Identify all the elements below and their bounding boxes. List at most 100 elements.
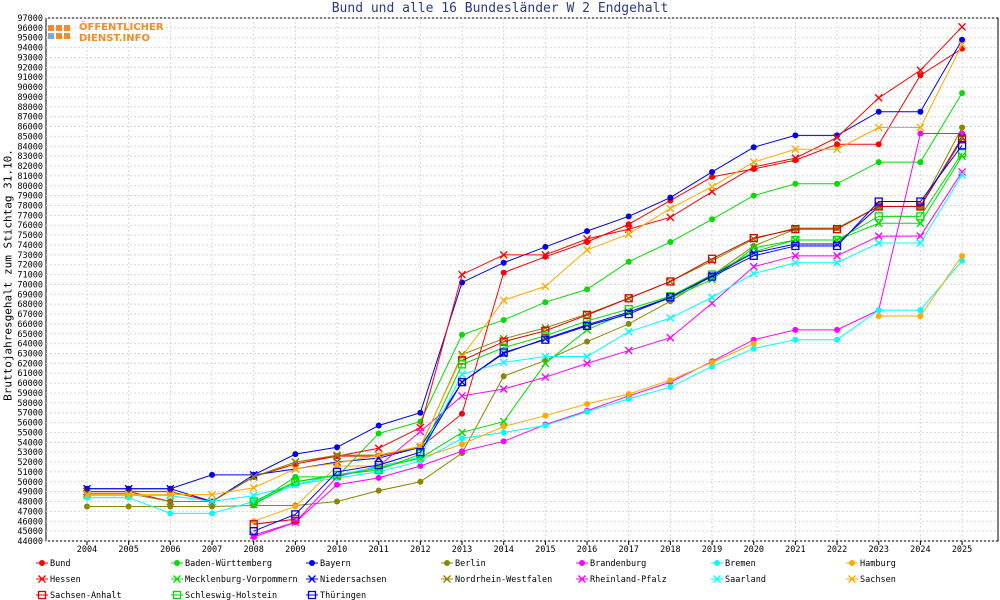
y-tick-label: 67000 [17,310,43,320]
point-bayern [292,451,299,458]
y-tick-label: 62000 [17,359,43,369]
point-bayern [792,132,799,139]
point-bayern [209,471,216,478]
point-hamburg [750,340,757,347]
point-bayern [959,36,966,43]
point-rheinland-pfalz [499,385,508,394]
point-baden-w-rttemberg [542,299,549,306]
point-hamburg [625,390,632,397]
x-tick-label: 2024 [910,545,930,555]
x-tick-label: 2015 [535,545,555,555]
point-th-ringen [666,293,675,302]
point-berlin [584,338,591,345]
legend-label-bund: Bund [50,559,70,569]
y-tick-label: 79000 [17,192,43,202]
point-brandenburg [834,326,841,333]
point-saarland [749,269,758,278]
point-hamburg [959,252,966,259]
point-baden-w-rttemberg [834,180,841,187]
point-rheinland-pfalz [416,427,425,436]
y-tick-label: 81000 [17,172,43,182]
legend-label-berlin: Berlin [455,559,486,569]
point-rheinland-pfalz [541,373,550,382]
legend-marker-mecklenburg-vorpommern [173,575,181,583]
point-bayern [917,108,924,115]
series-line-schleswig-holstein [253,152,963,502]
point-baden-w-rttemberg [584,286,591,293]
point-bayern [375,422,382,429]
x-tick-label: 2013 [452,545,472,555]
point-bremen [542,422,549,429]
point-sachsen [166,490,175,499]
y-tick-label: 77000 [17,211,43,221]
point-hessen [499,250,508,259]
point-rheinland-pfalz [958,167,967,176]
y-tick-label: 72000 [17,261,43,271]
point-baden-w-rttemberg [959,89,966,96]
point-sachsen [666,204,675,213]
point-rheinland-pfalz [624,346,633,355]
logo-line-1: ÖFFENTLICHER [79,22,164,33]
point-saarland [708,293,717,302]
point-mecklenburg-vorpommern [874,219,883,228]
y-tick-label: 53000 [17,448,43,458]
legend-marker-baden-w-rttemberg [174,560,180,566]
point-hamburg [875,313,882,320]
point-sachsen [624,230,633,239]
y-tick-label: 54000 [17,438,43,448]
point-nordrhein-westfalen [333,451,342,460]
point-baden-w-rttemberg [792,180,799,187]
point-bund [709,173,716,180]
legend-label-bremen: Bremen [725,559,756,569]
point-bayern [417,409,424,416]
point-saarland [833,258,842,267]
legend-label-hessen: Hessen [50,575,81,585]
point-sachsen-anhalt [874,202,883,211]
point-bremen [584,408,591,415]
point-berlin [84,503,90,510]
legend-marker-berlin [444,560,450,566]
point-th-ringen [957,141,967,150]
point-sachsen-anhalt [582,310,592,320]
point-berlin [625,320,632,327]
y-tick-label: 45000 [17,527,43,537]
point-th-ringen [541,335,550,344]
point-hessen [458,270,467,279]
plot-frame [45,17,999,542]
point-saarland [791,258,800,267]
point-sachsen [874,123,883,132]
x-tick-label: 2010 [327,545,347,555]
y-tick-label: 94000 [17,44,43,54]
point-baden-w-rttemberg [459,331,466,338]
y-tick-label: 65000 [17,330,43,340]
point-rheinland-pfalz [708,299,717,308]
point-sachsen [249,483,258,492]
point-saarland [624,327,633,336]
point-rheinland-pfalz [833,251,842,260]
y-tick-label: 86000 [17,123,43,133]
point-sachsen [583,245,592,254]
x-tick-label: 2012 [410,545,430,555]
y-tick-label: 51000 [17,468,43,478]
point-th-ringen [416,448,425,457]
point-schleswig-holstein [249,497,258,506]
y-tick-label: 83000 [17,152,43,162]
point-saarland [499,358,508,367]
point-schleswig-holstein [457,360,467,369]
point-bayern [584,228,591,235]
point-bayern [834,132,841,139]
point-schleswig-holstein [624,304,633,314]
point-hessen [833,133,842,142]
legend-label-saarland: Saarland [725,575,766,585]
point-schleswig-holstein [832,235,842,245]
point-sachsen [958,40,967,49]
point-rheinland-pfalz [874,232,883,241]
point-sachsen [124,490,133,499]
y-tick-label: 66000 [17,320,43,330]
point-bund [459,410,466,417]
x-tick-label: 2017 [618,545,638,555]
point-mecklenburg-vorpommern [458,428,467,437]
point-sachsen [708,182,717,191]
y-tick-label: 78000 [17,201,43,211]
